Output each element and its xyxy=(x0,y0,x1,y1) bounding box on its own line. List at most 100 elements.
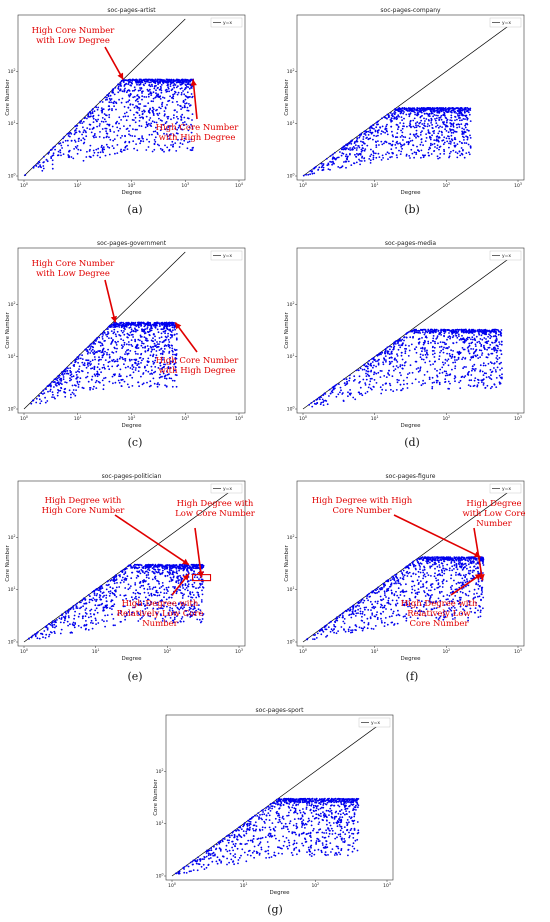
x-axis-label: Degree xyxy=(121,656,142,662)
scatter-point xyxy=(390,351,393,353)
scatter-point xyxy=(150,603,152,605)
scatter-point xyxy=(390,388,392,391)
scatter-point xyxy=(151,373,154,375)
scatter-point xyxy=(460,107,463,110)
scatter-point xyxy=(128,386,130,388)
scatter-point xyxy=(345,166,347,169)
scatter-point xyxy=(451,332,454,334)
scatter-point xyxy=(96,351,98,354)
scatter-point xyxy=(390,112,392,114)
scatter-point xyxy=(159,85,162,88)
scatter-point xyxy=(90,350,93,352)
scatter-point xyxy=(422,156,425,159)
scatter-point xyxy=(150,94,153,96)
scatter-point xyxy=(115,122,117,125)
scatter-point xyxy=(401,358,404,361)
scatter-point xyxy=(448,137,451,140)
scatter-point xyxy=(491,329,494,332)
scatter-point xyxy=(54,148,56,151)
scatter-point xyxy=(137,321,139,324)
scatter-point xyxy=(123,333,126,336)
scatter-point xyxy=(56,382,58,385)
scatter-point xyxy=(102,384,105,386)
scatter-point xyxy=(146,138,148,141)
scatter-point xyxy=(500,340,503,343)
scatter-point xyxy=(347,395,349,398)
scatter-point xyxy=(468,153,471,156)
scatter-point xyxy=(456,332,459,334)
scatter-point xyxy=(403,336,405,339)
scatter-point xyxy=(446,125,449,128)
scatter-point xyxy=(486,356,489,359)
scatter-point xyxy=(94,609,97,612)
scatter-point xyxy=(443,114,446,117)
scatter-point xyxy=(498,381,501,384)
scatter-point xyxy=(476,354,479,357)
scatter-point xyxy=(371,361,374,363)
scatter-point xyxy=(131,135,134,137)
scatter-point xyxy=(134,359,137,362)
scatter-point xyxy=(448,353,451,355)
scatter-point xyxy=(172,621,175,624)
scatter-point xyxy=(477,357,480,359)
scatter-point xyxy=(154,366,157,368)
scatter-point xyxy=(464,114,467,117)
scatter-point xyxy=(420,107,423,109)
scatter-point xyxy=(396,361,399,363)
scatter-point xyxy=(437,110,440,113)
scatter-point xyxy=(108,124,111,127)
scatter-point xyxy=(377,362,380,365)
scatter-point xyxy=(158,582,161,585)
scatter-point xyxy=(343,378,345,380)
scatter-point xyxy=(89,388,91,391)
scatter-point xyxy=(477,379,480,381)
scatter-point xyxy=(160,80,163,82)
scatter-point xyxy=(138,596,140,599)
scatter-point xyxy=(500,361,502,364)
scatter-point xyxy=(132,96,135,99)
scatter-point xyxy=(466,338,469,341)
scatter-point xyxy=(129,350,132,352)
scatter-point xyxy=(109,99,112,101)
scatter-point xyxy=(459,387,462,390)
scatter-point xyxy=(158,571,160,574)
scatter-point xyxy=(143,111,146,113)
scatter-point xyxy=(120,338,122,340)
scatter-point xyxy=(425,133,427,136)
scatter-point xyxy=(109,94,112,97)
scatter-point xyxy=(144,332,147,334)
scatter-point xyxy=(167,83,169,86)
scatter-point xyxy=(103,136,105,139)
scatter-point xyxy=(62,616,65,618)
scatter-point xyxy=(167,367,170,370)
scatter-point xyxy=(190,138,193,141)
scatter-point xyxy=(64,381,66,383)
scatter-point xyxy=(130,93,132,96)
scatter-point xyxy=(382,384,384,386)
scatter-point xyxy=(189,568,192,571)
scatter-point xyxy=(149,588,151,590)
scatter-point xyxy=(420,149,423,152)
scatter-point xyxy=(341,393,344,395)
scatter-point xyxy=(132,140,135,143)
scatter-point xyxy=(79,120,82,122)
scatter-point xyxy=(424,154,426,157)
scatter-point xyxy=(101,150,104,152)
scatter-point xyxy=(41,169,44,172)
scatter-point xyxy=(482,362,485,365)
scatter-point xyxy=(167,126,170,128)
scatter-point xyxy=(190,579,192,582)
scatter-point xyxy=(114,574,117,576)
annotation-arrowhead xyxy=(190,79,197,86)
scatter-point xyxy=(89,156,92,159)
scatter-point xyxy=(117,85,120,88)
scatter-point xyxy=(152,108,155,111)
scatter-point xyxy=(92,154,95,157)
scatter-point xyxy=(169,356,171,359)
scatter-point xyxy=(165,81,167,84)
scatter-point xyxy=(458,350,461,353)
scatter-point xyxy=(316,401,319,404)
scatter-point xyxy=(156,608,159,610)
scatter-point xyxy=(107,365,110,368)
